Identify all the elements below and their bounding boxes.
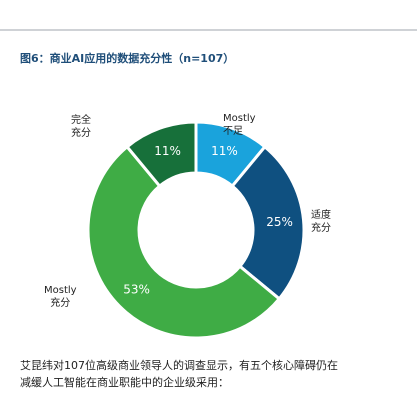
donut-value-labels: 11% 25% 53% 11% [123, 144, 293, 296]
slice-label-line: 适度 [311, 210, 331, 221]
donut-chart: 11% 25% 53% 11% [86, 120, 306, 340]
slice-label-moderately-sufficient: 适度 充分 [311, 209, 331, 235]
value-label-moderately-sufficient: 25% [266, 215, 293, 229]
slice-label-mostly-sufficient: Mostly 充分 [44, 284, 77, 310]
slice-moderately-sufficient [230, 145, 306, 301]
slice-label-line: 充分 [71, 128, 91, 139]
slice-label-mostly-insufficient: Mostly 不足 [223, 112, 256, 138]
caption: 艾昆纬对107位高级商业领导人的调查显示，有五个核心障碍仍在 减缓人工智能在商业… [20, 357, 405, 391]
top-divider [0, 29, 417, 31]
slice-label-line: 不足 [223, 126, 243, 137]
slice-label-line: Mostly [44, 285, 77, 296]
caption-line: 减缓人工智能在商业职能中的企业级采用： [20, 376, 229, 389]
slice-mostly-sufficient [86, 145, 281, 340]
value-label-mostly-sufficient: 53% [123, 282, 150, 296]
slice-label-line: Mostly [223, 113, 256, 124]
caption-line: 艾昆纬对107位高级商业领导人的调查显示，有五个核心障碍仍在 [20, 359, 338, 372]
chart-title: 图6：商业AI应用的数据充分性（n=107） [20, 52, 235, 65]
value-label-mostly-insufficient: 11% [211, 144, 238, 158]
slice-label-line: 完全 [71, 115, 91, 126]
value-label-fully-sufficient: 11% [154, 144, 181, 158]
donut-slices [86, 120, 306, 340]
slice-fully-sufficient [125, 120, 198, 188]
slice-label-line: 充分 [311, 223, 331, 234]
slice-label-fully-sufficient: 完全 充分 [71, 114, 91, 140]
slice-label-line: 充分 [50, 298, 71, 309]
